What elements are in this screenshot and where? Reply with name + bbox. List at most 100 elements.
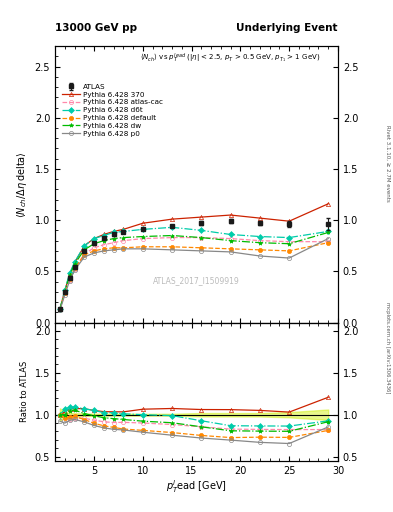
Pythia 6.428 p0 xyxy=(257,253,262,259)
Pythia 6.428 dw xyxy=(140,233,145,240)
Pythia 6.428 p0 xyxy=(326,236,331,242)
Pythia 6.428 p0 xyxy=(72,267,77,273)
Pythia 6.428 d6t xyxy=(57,306,62,312)
Text: mcplots.cern.ch [arXiv:1306.3436]: mcplots.cern.ch [arXiv:1306.3436] xyxy=(385,303,390,394)
Pythia 6.428 dw xyxy=(62,289,67,295)
Pythia 6.428 atlas-cac xyxy=(257,238,262,244)
Text: ATLAS_2017_I1509919: ATLAS_2017_I1509919 xyxy=(153,276,240,286)
Pythia 6.428 370 xyxy=(170,216,174,222)
Pythia 6.428 dw xyxy=(57,306,62,312)
Pythia 6.428 atlas-cac xyxy=(67,276,72,283)
Pythia 6.428 atlas-cac xyxy=(111,240,116,246)
Y-axis label: Ratio to ATLAS: Ratio to ATLAS xyxy=(20,361,29,422)
Pythia 6.428 default xyxy=(92,248,96,254)
Pythia 6.428 p0 xyxy=(57,307,62,313)
Pythia 6.428 atlas-cac xyxy=(140,236,145,242)
Pythia 6.428 dw xyxy=(82,247,86,253)
Pythia 6.428 p0 xyxy=(121,246,126,252)
Pythia 6.428 d6t xyxy=(92,236,96,242)
Pythia 6.428 p0 xyxy=(82,254,86,260)
Pythia 6.428 d6t xyxy=(101,232,106,239)
Pythia 6.428 atlas-cac xyxy=(326,239,331,245)
Pythia 6.428 370 xyxy=(287,218,292,224)
Pythia 6.428 p0 xyxy=(101,248,106,254)
Pythia 6.428 p0 xyxy=(287,255,292,261)
Pythia 6.428 atlas-cac xyxy=(92,245,96,251)
Pythia 6.428 d6t xyxy=(257,233,262,240)
Pythia 6.428 370 xyxy=(67,271,72,278)
Pythia 6.428 d6t xyxy=(326,228,331,234)
Pythia 6.428 370 xyxy=(257,215,262,221)
Pythia 6.428 default xyxy=(257,247,262,253)
Text: 13000 GeV pp: 13000 GeV pp xyxy=(55,23,137,33)
Pythia 6.428 370 xyxy=(72,260,77,266)
Pythia 6.428 d6t xyxy=(111,229,116,236)
Line: Pythia 6.428 default: Pythia 6.428 default xyxy=(58,241,330,311)
Pythia 6.428 dw xyxy=(101,238,106,244)
Pythia 6.428 default xyxy=(62,290,67,296)
Pythia 6.428 p0 xyxy=(170,247,174,253)
Pythia 6.428 dw xyxy=(72,261,77,267)
Pythia 6.428 atlas-cac xyxy=(199,234,204,241)
Pythia 6.428 default xyxy=(67,275,72,282)
Pythia 6.428 dw xyxy=(111,236,116,242)
Pythia 6.428 atlas-cac xyxy=(72,266,77,272)
Pythia 6.428 d6t xyxy=(62,287,67,293)
Pythia 6.428 atlas-cac xyxy=(228,236,233,242)
Pythia 6.428 default xyxy=(101,246,106,252)
Pythia 6.428 370 xyxy=(199,214,204,220)
Pythia 6.428 p0 xyxy=(111,247,116,253)
Pythia 6.428 p0 xyxy=(92,250,96,256)
Pythia 6.428 p0 xyxy=(67,278,72,284)
Pythia 6.428 default xyxy=(57,306,62,312)
Text: $\langle N_{ch}\rangle$ vs $p_T^{lead}$ ($|\eta|$ < 2.5, $p_T$ > 0.5 GeV, $p_{T_: $\langle N_{ch}\rangle$ vs $p_T^{lead}$ … xyxy=(140,52,320,65)
Pythia 6.428 dw xyxy=(228,238,233,244)
Pythia 6.428 default xyxy=(287,248,292,254)
Pythia 6.428 atlas-cac xyxy=(170,234,174,241)
Pythia 6.428 dw xyxy=(326,229,331,236)
X-axis label: $p_T^l$ead [GeV]: $p_T^l$ead [GeV] xyxy=(166,478,227,495)
Pythia 6.428 default xyxy=(228,246,233,252)
Pythia 6.428 d6t xyxy=(140,226,145,232)
Pythia 6.428 dw xyxy=(121,234,126,241)
Pythia 6.428 dw xyxy=(287,241,292,247)
Pythia 6.428 default xyxy=(111,245,116,251)
Pythia 6.428 d6t xyxy=(121,228,126,234)
Pythia 6.428 d6t xyxy=(287,234,292,241)
Pythia 6.428 d6t xyxy=(72,259,77,265)
Line: Pythia 6.428 dw: Pythia 6.428 dw xyxy=(58,230,330,311)
Line: Pythia 6.428 370: Pythia 6.428 370 xyxy=(58,202,330,311)
Pythia 6.428 370 xyxy=(140,220,145,226)
Pythia 6.428 d6t xyxy=(67,270,72,276)
Pythia 6.428 dw xyxy=(170,232,174,239)
Line: Pythia 6.428 atlas-cac: Pythia 6.428 atlas-cac xyxy=(58,236,330,311)
Pythia 6.428 d6t xyxy=(228,231,233,238)
Pythia 6.428 default xyxy=(170,244,174,250)
Pythia 6.428 p0 xyxy=(140,246,145,252)
Pythia 6.428 370 xyxy=(326,201,331,207)
Text: Underlying Event: Underlying Event xyxy=(237,23,338,33)
Pythia 6.428 atlas-cac xyxy=(121,238,126,244)
Pythia 6.428 atlas-cac xyxy=(82,251,86,257)
Pythia 6.428 370 xyxy=(121,226,126,232)
Y-axis label: $\langle N_{ch}/\Delta\eta\,\mathrm{delta}\rangle$: $\langle N_{ch}/\Delta\eta\,\mathrm{delt… xyxy=(15,151,29,218)
Legend: ATLAS, Pythia 6.428 370, Pythia 6.428 atlas-cac, Pythia 6.428 d6t, Pythia 6.428 : ATLAS, Pythia 6.428 370, Pythia 6.428 at… xyxy=(61,83,164,138)
Pythia 6.428 default xyxy=(82,252,86,258)
Pythia 6.428 370 xyxy=(228,212,233,218)
Pythia 6.428 d6t xyxy=(199,227,204,233)
Pythia 6.428 dw xyxy=(257,240,262,246)
Line: Pythia 6.428 p0: Pythia 6.428 p0 xyxy=(58,237,330,312)
Pythia 6.428 370 xyxy=(92,236,96,242)
Text: Rivet 3.1.10, ≥ 2.7M events: Rivet 3.1.10, ≥ 2.7M events xyxy=(385,125,390,202)
Pythia 6.428 default xyxy=(121,245,126,251)
Line: Pythia 6.428 d6t: Pythia 6.428 d6t xyxy=(58,225,330,311)
Pythia 6.428 atlas-cac xyxy=(287,239,292,245)
Pythia 6.428 dw xyxy=(67,272,72,279)
Pythia 6.428 default xyxy=(199,245,204,251)
Pythia 6.428 p0 xyxy=(199,248,204,254)
Pythia 6.428 p0 xyxy=(228,249,233,255)
Pythia 6.428 370 xyxy=(111,228,116,234)
Pythia 6.428 370 xyxy=(62,288,67,294)
Pythia 6.428 p0 xyxy=(62,292,67,298)
Pythia 6.428 370 xyxy=(57,306,62,312)
